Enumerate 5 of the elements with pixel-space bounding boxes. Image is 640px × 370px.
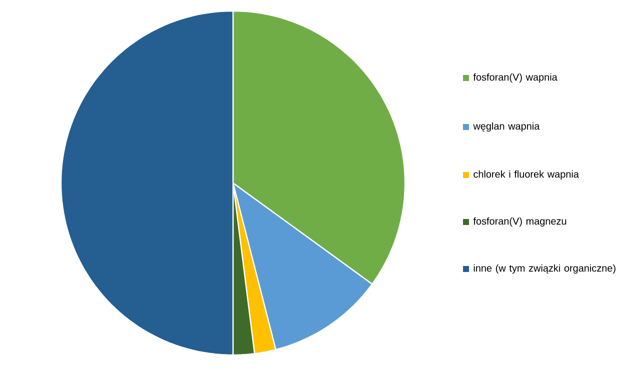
legend-label: chlorek i fluorek wapnia <box>474 170 579 180</box>
legend-label: węglan wapnia <box>473 122 540 132</box>
legend-label: inne (w tym związki organiczne) <box>474 264 616 274</box>
legend-label: fosforan(V) wapnia <box>473 73 558 83</box>
legend-label: fosforan(V) magnezu <box>473 217 566 227</box>
